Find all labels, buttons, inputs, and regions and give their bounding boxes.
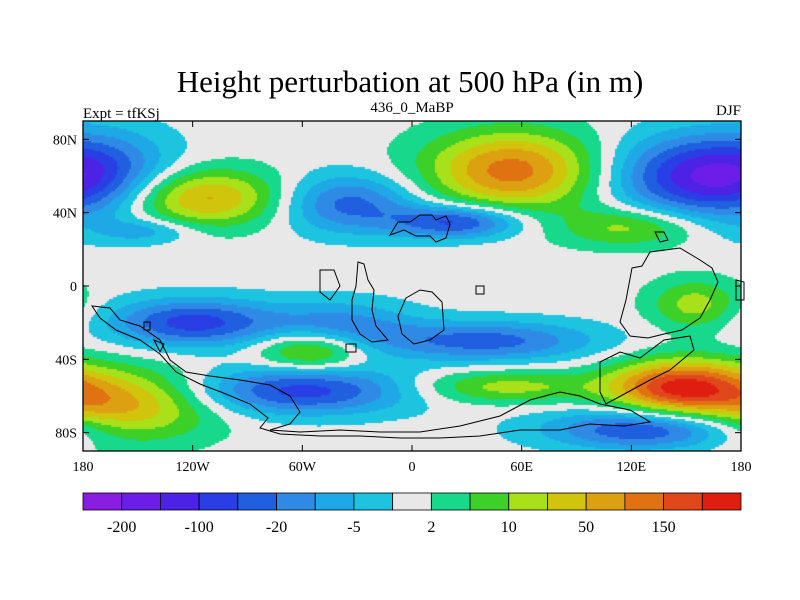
colorbar-swatch <box>547 492 587 511</box>
colorbar-swatch <box>624 492 664 511</box>
coastline-greenland <box>654 231 669 243</box>
coastline-antarctica <box>90 305 652 439</box>
y-tick-label: 40N <box>53 207 77 222</box>
colorbar-swatch <box>237 492 277 511</box>
coastline-africa <box>397 289 445 345</box>
x-tick-label: 120W <box>176 460 211 475</box>
x-tick-label: 0 <box>409 460 416 475</box>
colorbar-swatch <box>160 492 200 511</box>
left-string: Expt = tfKSj <box>83 106 160 122</box>
colorbar-swatch <box>82 492 123 511</box>
x-tick-label: 60E <box>510 460 533 475</box>
x-tick-label: 60W <box>289 460 317 475</box>
colorbar-swatch <box>469 492 510 511</box>
colorbar-label: 50 <box>578 519 594 536</box>
coastline-new-zealand <box>152 339 165 354</box>
colorbar-label: -200 <box>107 519 136 536</box>
colorbar-swatch <box>430 492 471 511</box>
coastline-asia <box>619 247 719 339</box>
colorbar-swatch <box>276 492 316 511</box>
x-tick-label: 180 <box>731 460 752 475</box>
colorbar-swatch <box>121 492 161 511</box>
colorbar-label: 150 <box>652 519 676 536</box>
coastline-island-b <box>345 343 357 353</box>
colorbar-swatch <box>508 492 548 511</box>
colorbar-swatch <box>663 492 703 511</box>
colorbar-swatch <box>585 492 626 511</box>
x-tick-label: 120E <box>617 460 647 475</box>
colorbar-swatch <box>392 492 432 511</box>
colorbar-swatch <box>314 492 355 511</box>
coastline-central-america <box>319 269 341 301</box>
axes: 180 120W 60W 0 60E 120E 180 80N 40N 0 40S 80S <box>53 121 752 475</box>
colorbar-label: 10 <box>501 519 517 536</box>
right-string: DJF <box>716 103 741 119</box>
colorbar-swatch <box>353 492 394 511</box>
colorbar-label: -100 <box>184 519 213 536</box>
contour-field-canvas <box>83 121 741 451</box>
coastline-island-a <box>143 321 151 331</box>
y-tick-label: 80S <box>55 427 77 442</box>
chart-title: Height perturbation at 500 hPa (in m) <box>177 64 644 99</box>
map-plot-area <box>82 120 745 452</box>
coastline-australia <box>599 335 695 405</box>
colorbar-swatch <box>198 492 239 511</box>
coastline-south-america <box>351 261 389 343</box>
colorbar-label: -5 <box>347 519 360 536</box>
colorbar: -200 -100 -20 -5 2 10 50 150 <box>82 492 742 536</box>
colorbar-label: 2 <box>427 519 435 536</box>
y-tick-label: 40S <box>55 353 77 368</box>
coastline-north-america <box>388 214 451 243</box>
coastline-arabia <box>475 285 485 295</box>
y-tick-label: 0 <box>70 280 77 295</box>
y-tick-label: 80N <box>53 133 77 148</box>
coastlines <box>90 214 745 439</box>
center-string: 436_0_MaBP <box>370 100 453 116</box>
colorbar-label: -20 <box>266 519 287 536</box>
colorbar-swatch <box>701 492 742 511</box>
contour-field <box>83 121 741 451</box>
x-tick-label: 180 <box>73 460 94 475</box>
